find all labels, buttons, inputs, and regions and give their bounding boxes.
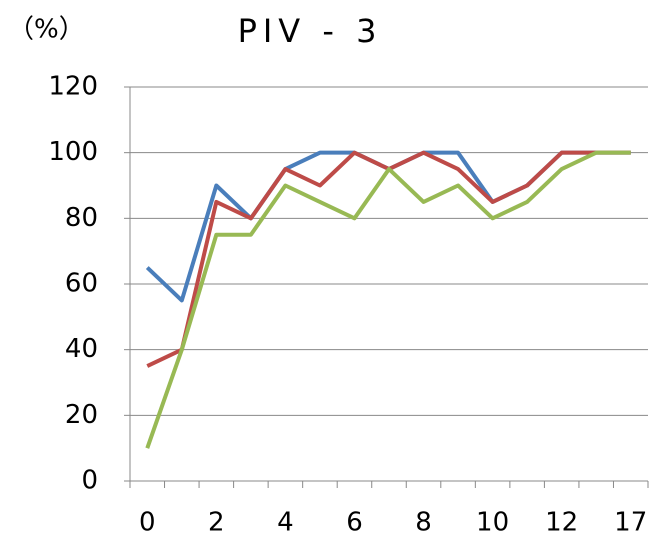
x-tick-label: 12 (545, 508, 578, 538)
y-tick-label: 40 (65, 334, 98, 364)
line-series (145, 150, 631, 449)
x-tick-label: 6 (346, 508, 363, 538)
y-tick-label: 100 (48, 137, 98, 167)
x-tick-label: 0 (139, 508, 156, 538)
y-tick-label: 60 (65, 269, 98, 299)
line-series (146, 150, 631, 368)
x-tick-label: 10 (476, 508, 509, 538)
y-tick-label: 120 (48, 72, 98, 102)
x-tick-label: 17 (614, 508, 647, 538)
y-tick-label: 80 (65, 203, 98, 233)
y-axis-label: （%） (8, 15, 85, 45)
x-tick-label: 2 (208, 508, 225, 538)
y-tick-label: 0 (81, 466, 98, 496)
x-tick-label: 8 (415, 508, 432, 538)
y-tick-label: 20 (65, 400, 98, 430)
chart-title: PIV - 3 (238, 12, 383, 50)
x-tick-label: 4 (277, 508, 294, 538)
